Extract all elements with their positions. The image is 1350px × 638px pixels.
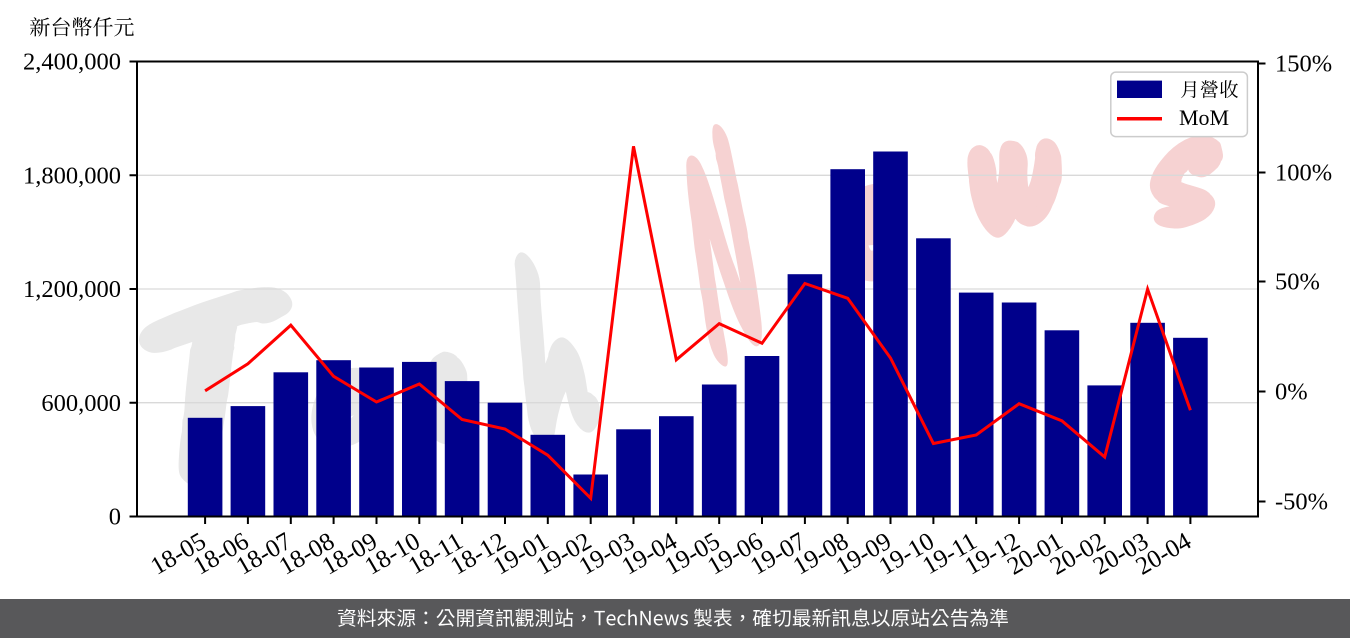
svg-text:1,800,000: 1,800,000	[23, 163, 121, 190]
svg-text:1,200,000: 1,200,000	[23, 276, 121, 303]
svg-text:150%: 150%	[1275, 51, 1332, 78]
svg-text:MoM: MoM	[1179, 105, 1229, 130]
svg-text:-50%: -50%	[1275, 489, 1328, 516]
svg-text:50%: 50%	[1275, 269, 1320, 296]
svg-text:2,400,000: 2,400,000	[23, 49, 121, 76]
svg-text:100%: 100%	[1275, 160, 1332, 187]
svg-text:0: 0	[109, 504, 121, 531]
svg-text:0%: 0%	[1275, 379, 1308, 406]
svg-text:600,000: 600,000	[41, 390, 121, 417]
